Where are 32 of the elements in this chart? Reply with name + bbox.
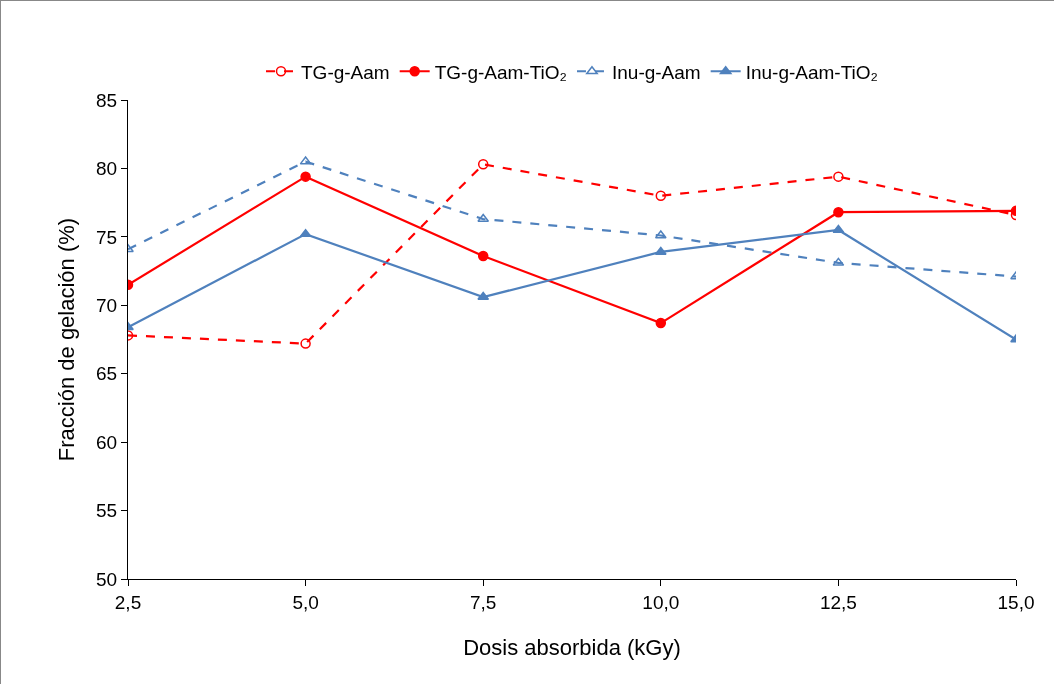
y-tick-label: 60 (96, 431, 118, 453)
y-tick-label: 50 (96, 568, 118, 590)
y-tick-label: 85 (96, 89, 118, 111)
point (477, 213, 490, 223)
x-axis-title: Dosis absorbida (kGy) (463, 635, 681, 660)
y-tick-label: 75 (96, 226, 118, 248)
point (477, 250, 489, 262)
point (833, 171, 844, 182)
point (477, 159, 489, 170)
x-tick-label: 12,5 (819, 591, 857, 613)
y-tick-label: 80 (96, 158, 118, 180)
x-tick-label: 5,0 (292, 591, 319, 613)
y-axis-title: Fracción de gelación (%) (54, 217, 79, 462)
legend-label: Inu-g-Aam (611, 61, 701, 83)
point (300, 171, 311, 182)
x-tick-label: 10,0 (642, 591, 680, 613)
point (655, 317, 667, 329)
x-tick-label: 15,0 (997, 591, 1035, 613)
x-tick-label: 2,5 (114, 591, 142, 613)
point (299, 228, 312, 238)
point (833, 206, 844, 218)
point (832, 224, 845, 234)
legend-label: TG-g-Aam (301, 61, 390, 83)
y-tick-label: 65 (96, 363, 118, 385)
legend-label: Inu-g-Aam-TiO₂ (745, 61, 878, 83)
point (477, 291, 490, 301)
legend-label: TG-g-Aam-TiO₂ (434, 61, 567, 83)
point (655, 190, 667, 202)
y-tick-label: 55 (96, 500, 118, 522)
x-tick-label: 7,5 (469, 591, 497, 613)
y-tick-label: 70 (96, 294, 118, 316)
point (300, 338, 311, 349)
